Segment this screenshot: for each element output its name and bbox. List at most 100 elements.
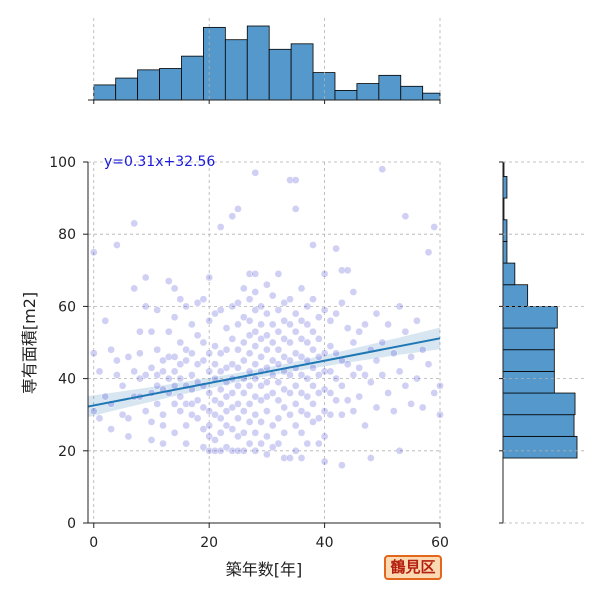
data-point — [251, 168, 260, 177]
data-point — [182, 421, 190, 430]
data-point — [268, 320, 277, 329]
data-point — [326, 342, 335, 350]
data-point — [216, 446, 225, 455]
data-point — [228, 425, 237, 433]
data-point — [251, 327, 260, 336]
data-point — [234, 320, 242, 329]
data-point — [222, 363, 231, 372]
data-point — [343, 324, 352, 332]
data-point — [228, 389, 237, 397]
y-hist-bar — [502, 262, 516, 286]
data-point — [251, 288, 260, 296]
data-point — [349, 407, 358, 415]
data-point — [291, 349, 300, 358]
data-point — [245, 295, 254, 304]
data-point — [268, 443, 277, 452]
data-point — [314, 313, 323, 322]
data-point — [274, 439, 283, 448]
data-point — [320, 385, 329, 394]
data-point — [384, 389, 392, 397]
data-point — [245, 349, 254, 358]
data-point — [309, 418, 317, 426]
y-hist-bar — [502, 327, 555, 351]
data-point — [136, 374, 144, 383]
data-point — [320, 349, 329, 358]
data-point — [257, 439, 265, 448]
data-point — [239, 356, 248, 365]
data-point — [274, 396, 283, 405]
data-point — [361, 371, 369, 379]
data-point — [401, 381, 410, 390]
x-tick-label: 20 — [200, 535, 218, 551]
data-point — [280, 353, 289, 361]
data-point — [309, 345, 317, 354]
data-point — [107, 345, 115, 354]
data-point — [95, 367, 104, 376]
data-point — [268, 421, 277, 430]
data-point — [234, 414, 242, 423]
data-point — [239, 428, 248, 437]
data-point — [147, 418, 156, 426]
x-hist-bar — [400, 85, 424, 101]
data-point — [309, 295, 317, 304]
data-point — [211, 342, 219, 350]
data-point — [153, 345, 162, 354]
x-hist-bar — [93, 84, 117, 101]
data-point — [297, 454, 306, 462]
data-point — [424, 360, 433, 369]
data-point — [222, 421, 231, 430]
data-point — [286, 356, 294, 365]
data-point — [263, 450, 271, 459]
data-point — [291, 205, 300, 213]
data-point — [286, 389, 294, 397]
data-point — [401, 327, 410, 336]
data-point — [268, 356, 277, 365]
data-point — [153, 400, 162, 408]
data-point — [205, 349, 214, 358]
data-point — [320, 407, 329, 415]
data-point — [355, 327, 364, 336]
data-point — [332, 244, 340, 253]
x-tick-label: 40 — [316, 535, 334, 551]
data-point — [188, 349, 196, 358]
data-point — [326, 410, 335, 419]
data-point — [274, 414, 283, 423]
data-point — [89, 248, 98, 257]
data-point — [343, 396, 352, 405]
data-point — [159, 439, 167, 448]
data-point — [309, 400, 317, 408]
data-point — [361, 421, 369, 430]
data-point — [124, 414, 133, 423]
data-point — [188, 400, 196, 408]
data-point — [251, 428, 260, 437]
data-point — [418, 403, 427, 412]
data-point — [234, 205, 242, 213]
data-point — [124, 353, 133, 361]
data-point — [361, 320, 369, 329]
data-point — [159, 421, 167, 430]
data-point — [274, 306, 283, 314]
data-point — [291, 421, 300, 430]
data-point — [349, 288, 358, 296]
y-hist-bar — [502, 435, 578, 459]
data-point — [286, 454, 294, 462]
x-hist-bar — [356, 83, 380, 101]
marginal-y-histogram — [499, 161, 585, 524]
data-point — [297, 407, 306, 415]
data-point — [326, 367, 335, 376]
data-point — [263, 432, 271, 441]
data-point — [401, 212, 410, 221]
data-point — [338, 298, 346, 307]
data-point — [147, 436, 156, 444]
y-tick-label: 20 — [58, 444, 76, 460]
data-point — [395, 446, 404, 455]
data-point — [188, 320, 196, 329]
data-point — [205, 273, 214, 282]
data-point — [199, 356, 208, 365]
data-point — [153, 381, 162, 390]
data-point — [239, 338, 248, 347]
data-point — [291, 381, 300, 390]
y-hist-bar — [502, 305, 558, 329]
data-point — [164, 277, 173, 285]
data-point — [320, 270, 329, 278]
